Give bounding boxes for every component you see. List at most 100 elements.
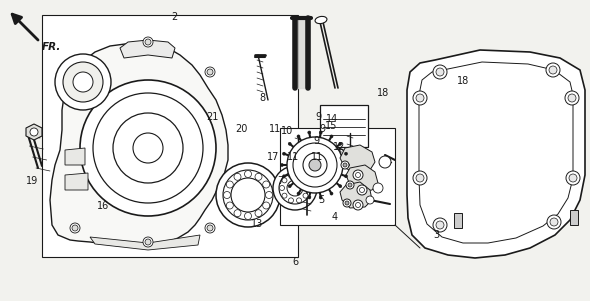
Circle shape	[224, 191, 231, 198]
Circle shape	[293, 143, 337, 187]
Circle shape	[289, 198, 293, 203]
Circle shape	[55, 54, 111, 110]
Polygon shape	[90, 235, 200, 250]
Circle shape	[289, 185, 291, 188]
Circle shape	[231, 178, 265, 212]
Circle shape	[227, 202, 233, 209]
Text: FR.: FR.	[42, 42, 61, 52]
Text: 11: 11	[287, 151, 299, 162]
Text: 18: 18	[457, 76, 469, 86]
Circle shape	[244, 170, 251, 178]
Circle shape	[287, 180, 303, 196]
Circle shape	[133, 133, 163, 163]
Circle shape	[216, 163, 280, 227]
Ellipse shape	[319, 148, 341, 156]
Circle shape	[93, 93, 203, 203]
Circle shape	[306, 185, 310, 191]
Text: 6: 6	[292, 257, 298, 267]
Circle shape	[339, 185, 342, 188]
Circle shape	[63, 62, 103, 102]
Text: 20: 20	[236, 124, 248, 135]
Polygon shape	[340, 145, 375, 173]
Circle shape	[303, 193, 308, 198]
Text: 13: 13	[251, 219, 263, 229]
Text: 9: 9	[316, 112, 322, 123]
Circle shape	[73, 72, 93, 92]
Circle shape	[343, 163, 347, 167]
Circle shape	[373, 183, 383, 193]
Circle shape	[234, 210, 241, 217]
Circle shape	[413, 171, 427, 185]
Ellipse shape	[316, 147, 344, 157]
Text: 9: 9	[314, 136, 320, 147]
Polygon shape	[65, 173, 88, 190]
Circle shape	[297, 173, 301, 178]
Polygon shape	[294, 18, 309, 88]
Circle shape	[348, 183, 352, 187]
Circle shape	[549, 66, 557, 74]
Circle shape	[366, 196, 374, 204]
Ellipse shape	[315, 16, 327, 23]
Circle shape	[345, 152, 348, 155]
Polygon shape	[120, 40, 175, 58]
Circle shape	[287, 137, 343, 193]
Text: 3: 3	[434, 230, 440, 240]
Circle shape	[282, 193, 287, 198]
Polygon shape	[42, 15, 298, 257]
Circle shape	[223, 170, 273, 220]
Circle shape	[341, 161, 349, 169]
Circle shape	[296, 169, 308, 181]
Text: 7: 7	[277, 175, 283, 186]
Circle shape	[227, 181, 233, 188]
Circle shape	[330, 192, 333, 195]
Circle shape	[346, 163, 349, 166]
Circle shape	[547, 215, 561, 229]
Polygon shape	[50, 43, 228, 247]
Circle shape	[297, 192, 300, 195]
Circle shape	[70, 67, 80, 77]
Circle shape	[266, 191, 273, 198]
Circle shape	[145, 239, 151, 245]
Circle shape	[546, 63, 560, 77]
Circle shape	[319, 196, 322, 199]
Text: 12: 12	[333, 142, 345, 153]
Circle shape	[283, 175, 286, 178]
Polygon shape	[65, 148, 85, 165]
Circle shape	[263, 202, 270, 209]
Polygon shape	[320, 105, 368, 147]
Circle shape	[550, 218, 558, 226]
Circle shape	[308, 131, 311, 134]
Circle shape	[566, 171, 580, 185]
Text: 8: 8	[260, 93, 266, 103]
Circle shape	[345, 175, 348, 178]
Circle shape	[255, 210, 262, 217]
Circle shape	[309, 159, 321, 171]
Circle shape	[143, 37, 153, 47]
Circle shape	[308, 196, 311, 199]
Text: 17: 17	[267, 151, 279, 162]
Polygon shape	[280, 128, 395, 225]
Text: 5: 5	[319, 195, 324, 205]
Polygon shape	[419, 62, 573, 243]
Circle shape	[436, 221, 444, 229]
Circle shape	[297, 198, 301, 203]
Circle shape	[413, 91, 427, 105]
Text: 19: 19	[27, 175, 38, 186]
Polygon shape	[454, 213, 462, 228]
Circle shape	[244, 213, 251, 219]
Circle shape	[280, 185, 284, 191]
Circle shape	[356, 172, 360, 178]
Circle shape	[72, 69, 78, 75]
Circle shape	[113, 113, 183, 183]
Text: 4: 4	[332, 212, 338, 222]
Circle shape	[379, 156, 391, 168]
Text: 11: 11	[270, 124, 281, 135]
Text: 16: 16	[97, 201, 109, 211]
Circle shape	[569, 174, 577, 182]
Text: 18: 18	[378, 88, 389, 98]
Circle shape	[436, 68, 444, 76]
Circle shape	[72, 225, 78, 231]
Circle shape	[263, 181, 270, 188]
Circle shape	[319, 131, 322, 134]
Circle shape	[145, 39, 151, 45]
